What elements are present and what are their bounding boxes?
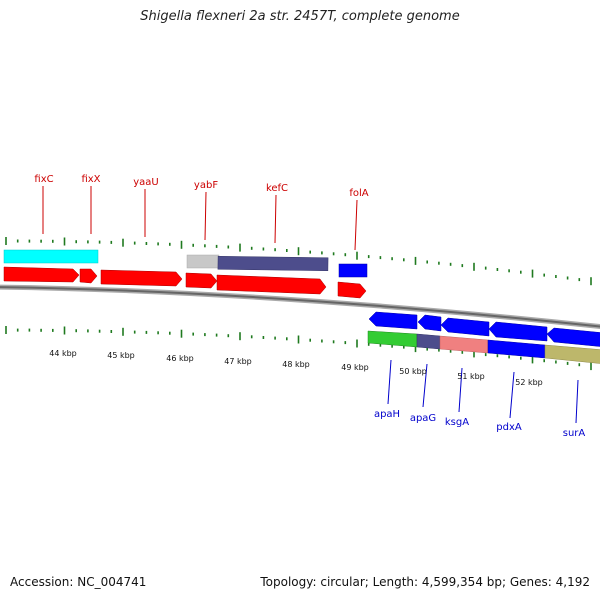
scale-label: 48 kbp <box>282 360 310 369</box>
gene-label-yabF[interactable]: yabF <box>194 180 218 191</box>
scale-label: 44 kbp <box>49 349 77 358</box>
leader-ksgA <box>458 367 463 413</box>
accession-text: Accession: NC_004741 <box>10 575 147 589</box>
scale-label: 45 kbp <box>107 351 135 360</box>
scale-label: 50 kbp <box>399 367 427 376</box>
leader-apaH <box>387 359 392 405</box>
feature-yabF[interactable] <box>185 272 218 289</box>
feature-pdxA-lower[interactable] <box>487 339 546 359</box>
scale-label: 46 kbp <box>166 354 194 363</box>
upper-tick-track <box>5 237 592 286</box>
gene-label-surA[interactable]: surA <box>563 428 586 439</box>
feature-surA[interactable] <box>546 327 600 347</box>
feature-kefC-upper[interactable] <box>217 255 329 272</box>
feature-ksgA[interactable] <box>440 317 490 337</box>
feature-apaG-lower[interactable] <box>416 333 441 350</box>
bottom-label-group: apaH apaG ksgA pdxA surA <box>374 359 586 439</box>
gene-label-apaH[interactable]: apaH <box>374 409 400 420</box>
scale-labels: 44 kbp 45 kbp 46 kbp 47 kbp 48 kbp 49 kb… <box>49 349 543 387</box>
feature-fixX[interactable] <box>79 268 98 284</box>
feature-folA[interactable] <box>337 281 367 299</box>
leader-pdxA <box>509 371 515 419</box>
feature-fixC-upper[interactable] <box>3 249 99 264</box>
leader-surA <box>575 379 579 424</box>
genome-title: Shigella flexneri 2a str. 2457T, complet… <box>140 9 460 24</box>
feature-pdxA[interactable] <box>488 321 548 342</box>
feature-surA-lower[interactable] <box>544 344 600 364</box>
gene-label-kefC[interactable]: kefC <box>266 183 288 194</box>
gene-label-ksgA[interactable]: ksgA <box>445 417 469 428</box>
gene-label-apaG[interactable]: apaG <box>410 413 436 424</box>
gene-label-yaaU[interactable]: yaaU <box>133 177 159 188</box>
leader-kefC <box>274 194 277 244</box>
gene-label-folA[interactable]: folA <box>349 188 368 199</box>
genome-summary-text: Topology: circular; Length: 4,599,354 bp… <box>260 575 590 589</box>
gene-label-fixC[interactable]: fixC <box>34 174 53 185</box>
scale-label: 52 kbp <box>515 378 543 387</box>
feature-ksgA-lower[interactable] <box>439 335 489 354</box>
feature-yaaU[interactable] <box>100 269 183 287</box>
gene-label-pdxA[interactable]: pdxA <box>496 422 522 433</box>
feature-apaH-lower[interactable] <box>367 330 418 348</box>
feature-yabF-upper[interactable] <box>186 254 220 269</box>
lower-tick-track <box>5 326 592 371</box>
genome-backbone-line <box>0 286 600 328</box>
feature-kefC[interactable] <box>216 274 327 295</box>
scale-label: 51 kbp <box>457 372 485 381</box>
scale-label: 49 kbp <box>341 363 369 372</box>
feature-apaG[interactable] <box>417 314 442 332</box>
leader-folA <box>354 199 358 251</box>
gene-label-fixX[interactable]: fixX <box>81 174 100 185</box>
leader-yabF <box>204 191 207 241</box>
feature-folA-upper[interactable] <box>338 263 368 278</box>
feature-apaH[interactable] <box>368 311 418 330</box>
scale-label: 47 kbp <box>224 357 252 366</box>
leader-apaG <box>422 363 428 408</box>
top-label-group: fixC fixX yaaU yabF kefC folA <box>34 174 369 251</box>
feature-fixC[interactable] <box>3 266 80 283</box>
